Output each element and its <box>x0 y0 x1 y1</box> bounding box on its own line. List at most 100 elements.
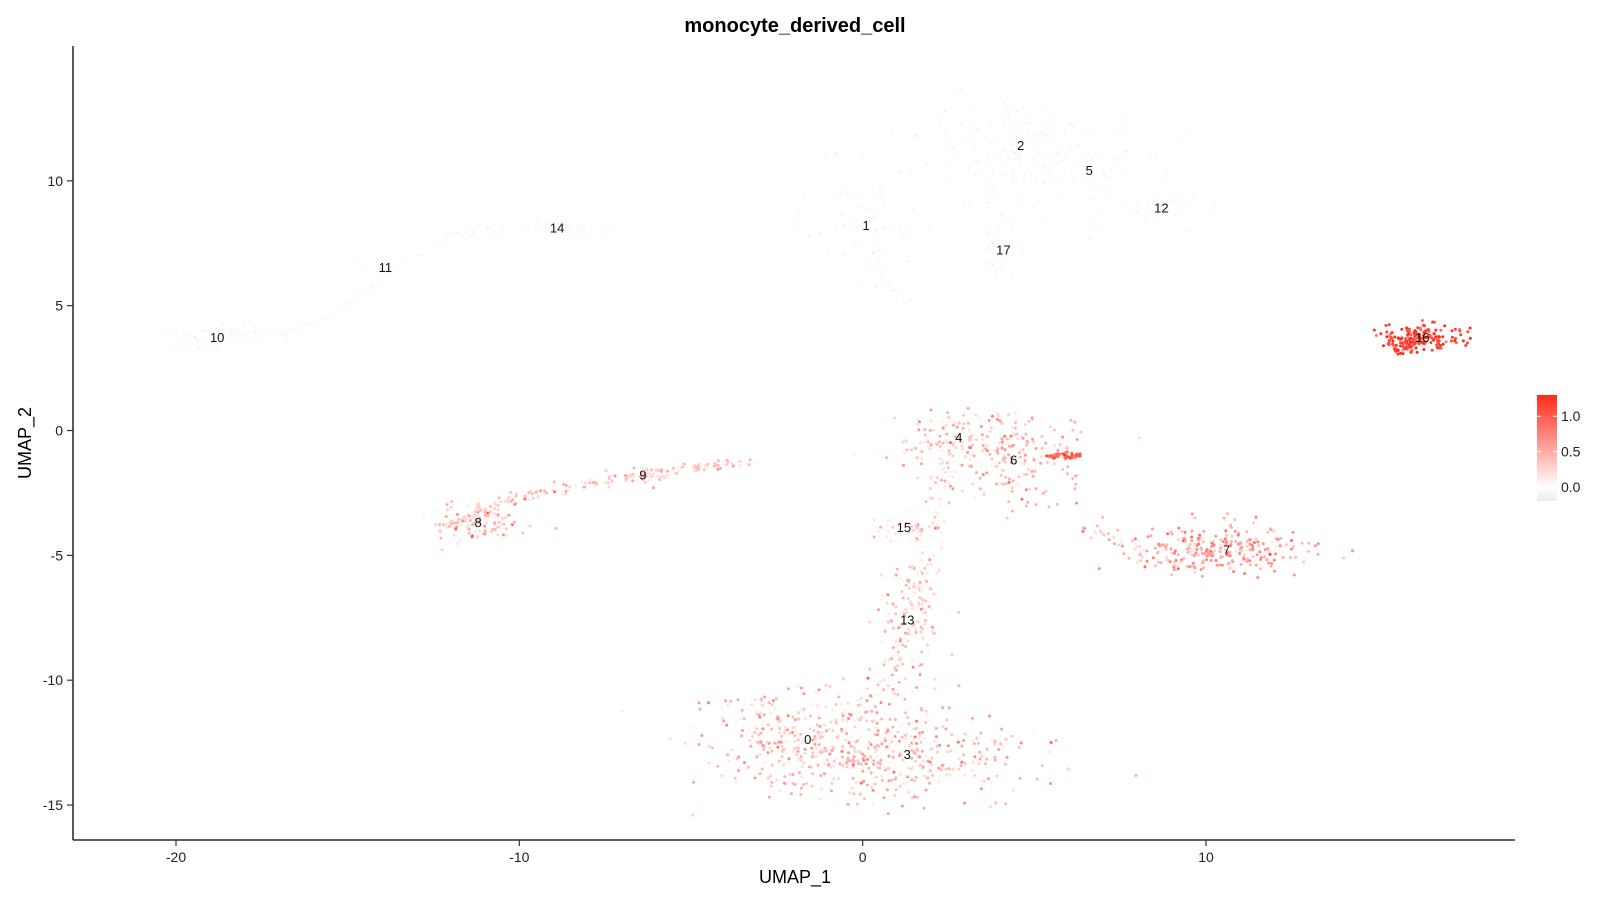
cell-point <box>521 531 525 535</box>
cell-point <box>912 727 916 731</box>
cell-point <box>801 765 804 769</box>
cell-point <box>1074 134 1078 138</box>
cell-point <box>1179 140 1182 143</box>
cell-point <box>1052 428 1056 432</box>
cell-point <box>896 650 900 654</box>
cell-point <box>1407 343 1411 346</box>
cell-point <box>624 474 628 478</box>
cell-point <box>1418 339 1422 343</box>
cell-point <box>873 231 876 235</box>
cell-point <box>398 273 402 277</box>
cell-point <box>903 631 907 635</box>
cell-point <box>1074 474 1078 478</box>
cell-point <box>900 590 904 594</box>
cell-point <box>951 443 955 447</box>
cell-point <box>268 330 272 334</box>
cell-point <box>1212 206 1216 210</box>
cell-point <box>976 158 980 162</box>
cell-point <box>1401 344 1405 348</box>
cell-point <box>937 568 941 572</box>
cell-point <box>1024 252 1027 256</box>
cell-point <box>950 653 954 657</box>
cell-point <box>1005 275 1009 279</box>
cell-point <box>721 716 725 720</box>
cluster-label-0: 0 <box>804 732 811 747</box>
cell-point <box>1012 151 1016 155</box>
cell-point <box>1062 123 1066 127</box>
cell-point <box>561 235 565 239</box>
cell-point <box>283 328 287 331</box>
cell-point <box>829 720 833 724</box>
cell-point <box>564 230 568 234</box>
cell-point <box>168 332 172 336</box>
cell-point <box>917 736 921 740</box>
cell-point <box>1081 169 1085 172</box>
cell-point <box>827 763 830 767</box>
color-legend: 0.00.51.0 <box>1537 395 1581 501</box>
cell-point <box>868 620 872 624</box>
cell-point <box>985 178 989 182</box>
cell-point <box>793 734 797 738</box>
cell-point <box>1236 533 1240 537</box>
cell-point <box>1085 180 1089 184</box>
cell-point <box>1185 547 1189 551</box>
cell-point <box>1082 157 1085 161</box>
cell-point <box>797 757 801 761</box>
cell-point <box>842 677 846 681</box>
cell-point <box>865 710 869 714</box>
cell-point <box>189 342 193 346</box>
cell-point <box>1097 567 1101 571</box>
cell-point <box>470 514 473 518</box>
cell-point <box>525 213 529 217</box>
cell-point <box>923 439 927 443</box>
cell-point <box>981 473 985 476</box>
cell-point <box>899 624 902 628</box>
cell-point <box>874 750 878 754</box>
cell-point <box>1118 210 1122 214</box>
cell-point <box>910 531 914 535</box>
cell-point <box>1422 334 1425 337</box>
cell-point <box>520 226 524 230</box>
cell-point <box>1229 569 1233 573</box>
cell-point <box>1046 124 1050 128</box>
cell-point <box>1459 333 1463 337</box>
cell-point <box>1067 183 1071 187</box>
cell-point <box>892 305 896 308</box>
cell-point <box>1125 203 1129 207</box>
cell-point <box>654 468 658 472</box>
cell-point <box>1003 101 1007 105</box>
y-tick-label: 10 <box>47 173 63 189</box>
cell-point <box>839 206 843 210</box>
cell-point <box>894 668 898 672</box>
cell-point <box>179 348 183 352</box>
cell-point <box>1205 558 1208 562</box>
cell-point <box>917 584 921 587</box>
cell-point <box>1014 273 1018 277</box>
cell-point <box>870 220 874 224</box>
cell-point <box>1458 329 1462 333</box>
cell-point <box>1030 141 1034 145</box>
cell-point <box>1034 146 1038 150</box>
cell-point <box>942 140 946 144</box>
cell-point <box>204 339 208 343</box>
cell-point <box>1155 198 1159 202</box>
cell-point <box>968 203 971 207</box>
cell-point <box>919 586 923 590</box>
cell-point <box>989 192 992 196</box>
cell-point <box>908 523 912 527</box>
cell-point <box>1259 556 1263 560</box>
cell-point <box>1136 545 1140 549</box>
cell-point <box>1047 166 1051 170</box>
cell-point <box>861 284 865 287</box>
cell-point <box>504 516 508 520</box>
cell-point <box>882 204 886 208</box>
cell-point <box>1007 500 1011 504</box>
cell-point <box>923 566 927 570</box>
cell-point <box>957 610 961 614</box>
cell-point <box>1051 178 1055 182</box>
cell-point <box>1148 153 1152 157</box>
cell-point <box>927 534 931 538</box>
cluster-label-4: 4 <box>955 430 962 445</box>
cell-point <box>1025 135 1029 139</box>
cell-point <box>928 586 932 590</box>
